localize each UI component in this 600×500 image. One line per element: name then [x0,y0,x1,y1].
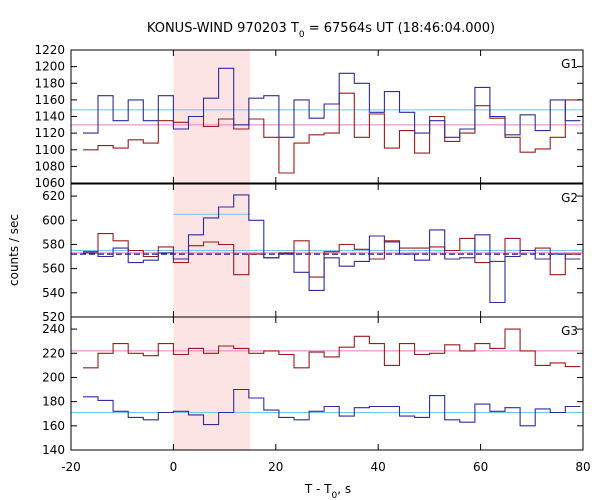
y-tick-label: 540 [42,286,65,300]
y-tick-label: 1160 [34,93,65,107]
y-tick-label: 520 [42,310,65,324]
y-tick-label: 1200 [34,60,65,74]
series-red-g3 [83,328,581,369]
y-tick-label: 240 [42,322,65,336]
panel-label: G2 [561,191,578,205]
y-tick-label: 620 [42,189,65,203]
chart-title: KONUS-WIND 970203 T0 = 67564s UT (18:46:… [147,21,495,40]
y-tick-label: 600 [42,213,65,227]
y-tick-label: 1220 [34,43,65,57]
x-tick-label: -20 [61,460,81,474]
plot-area: 1060 1080 1100 1120 1140 1160 1180 1200 1220 G1 52… [34,43,590,474]
y-tick-label: 1180 [34,76,65,90]
y-tick-label: 1060 [34,176,65,190]
y-tick-label: 160 [42,419,65,433]
y-tick-label: 1140 [34,110,65,124]
series-blue-g2 [83,194,581,304]
y-tick-label: 1080 [34,159,65,173]
y-axis-label: counts / sec [7,214,21,286]
y-tick-label: 220 [42,346,65,360]
y-tick-label: 1120 [34,126,65,140]
panel-g1: 1060 1080 1100 1120 1140 1160 1180 1200 1220 G1 [34,43,584,190]
panel-frame [70,316,584,451]
x-tick-label: 80 [575,460,590,474]
series-blue-g3 [83,388,581,427]
y-tick-label: 180 [42,395,65,409]
x-tick-label: 60 [473,460,488,474]
x-tick-label: 40 [371,460,386,474]
y-tick-label: 1100 [34,143,65,157]
y-tick-label: 580 [42,237,65,251]
panel-label: G3 [561,324,578,338]
y-tick-label: 200 [42,370,65,384]
y-tick-label: 140 [42,443,65,457]
panel-g3: 140 160 180 200 220 240 G3 [42,316,584,457]
series-blue-g1 [83,67,581,138]
y-tick-label: 560 [42,262,65,276]
series-red-g2 [83,233,581,278]
series-red-g1 [83,92,581,174]
x-tick-label: 20 [268,460,283,474]
x-axis-label: T - T0, s [304,482,351,500]
panel-label: G1 [561,57,578,71]
x-tick-label: 0 [170,460,178,474]
